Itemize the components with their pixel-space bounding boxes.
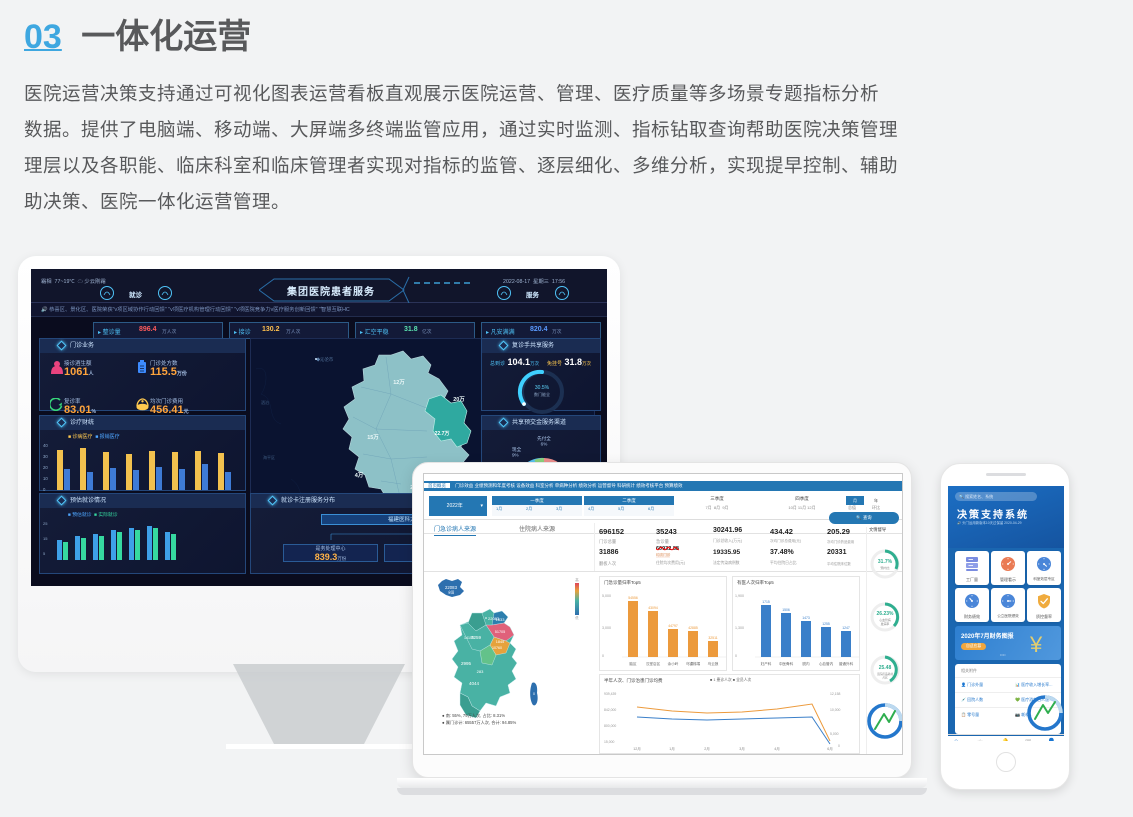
svg-text:15: 15 (43, 536, 48, 541)
svg-text:939,439: 939,439 (604, 692, 616, 696)
svg-text:汉堂店区: 汉堂店区 (646, 661, 661, 666)
svg-text:12月: 12月 (633, 746, 641, 751)
svg-text:4044: 4044 (469, 681, 480, 686)
svg-text:1845: 1845 (496, 640, 504, 644)
svg-text:42885: 42885 (688, 626, 698, 630)
svg-text:54556: 54556 (628, 596, 638, 600)
svg-text:1506: 1506 (782, 608, 790, 612)
svg-text:44797: 44797 (668, 624, 678, 628)
svg-text:◆沁沦市: ◆沁沦市 (316, 356, 334, 363)
svg-text:1833: 1833 (496, 617, 506, 622)
svg-text:10,000: 10,000 (830, 708, 840, 712)
svg-text:3,000: 3,000 (602, 626, 611, 630)
svg-text:乌镶梯埸: 乌镶梯埸 (686, 661, 701, 666)
svg-text:数门能全: 数门能全 (534, 391, 550, 397)
svg-text:6%: 6% (541, 442, 548, 447)
svg-text:22.7万: 22.7万 (435, 430, 450, 437)
svg-text:预内比: 预内比 (880, 565, 889, 570)
svg-text:乌云狼: 乌云狼 (708, 661, 719, 666)
svg-text:5,000: 5,000 (830, 732, 839, 736)
svg-text:就诊: 就诊 (129, 290, 143, 299)
svg-text:脑区: 脑区 (629, 661, 637, 666)
svg-text:283: 283 (477, 669, 484, 674)
svg-text:1247: 1247 (842, 626, 850, 630)
svg-text:2月: 2月 (704, 746, 710, 751)
svg-text:10: 10 (43, 476, 48, 481)
svg-text:海平区: 海平区 (263, 454, 275, 460)
svg-text:10760: 10760 (492, 646, 502, 650)
svg-text:0: 0 (533, 692, 535, 696)
svg-text:全国: 全国 (448, 590, 454, 595)
svg-text:26.23%: 26.23% (877, 611, 895, 617)
svg-text:中医骨科: 中医骨科 (779, 661, 794, 666)
svg-text:22083: 22083 (445, 585, 458, 590)
svg-text:12万: 12万 (393, 379, 405, 386)
svg-text:43094: 43094 (648, 606, 658, 610)
svg-text:0: 0 (838, 744, 840, 748)
svg-text:9%: 9% (512, 453, 519, 458)
svg-text:妇产科: 妇产科 (761, 661, 772, 666)
svg-text:32511: 32511 (708, 636, 717, 640)
svg-text:25.48: 25.48 (879, 665, 892, 671)
svg-text:0: 0 (602, 654, 604, 658)
svg-text:14155: 14155 (464, 636, 474, 640)
svg-text:发病率: 发病率 (881, 621, 890, 626)
svg-text:余小岭: 余小岭 (668, 661, 679, 666)
svg-text:30.5%: 30.5% (535, 385, 550, 391)
svg-text:¥: ¥ (1030, 632, 1043, 657)
svg-text:心血管内: 心血管内 (819, 661, 834, 666)
svg-text:4万: 4万 (355, 472, 364, 479)
svg-text:1715: 1715 (762, 600, 770, 604)
svg-text:5: 5 (43, 551, 46, 556)
svg-text:3月: 3月 (739, 746, 745, 751)
svg-text:15,000: 15,000 (604, 740, 614, 744)
svg-text:15万: 15万 (367, 434, 379, 441)
svg-text:20万: 20万 (453, 396, 465, 403)
svg-text:31.7%: 31.7% (878, 559, 893, 565)
svg-text:泗泊: 泗泊 (261, 399, 269, 405)
svg-text:842,000: 842,000 (604, 708, 616, 712)
svg-text:5,000: 5,000 (602, 594, 611, 598)
svg-text:0: 0 (735, 654, 737, 658)
svg-text:1473: 1473 (802, 616, 810, 620)
svg-text:0: 0 (43, 487, 46, 492)
svg-text:40: 40 (43, 443, 48, 448)
svg-text:2995: 2995 (461, 661, 472, 666)
svg-text:脱内: 脱内 (802, 661, 810, 666)
svg-text:集团医院患者服务: 集团医院患者服务 (286, 285, 375, 298)
svg-text:12,158: 12,158 (830, 692, 840, 696)
svg-text:51705: 51705 (495, 630, 506, 634)
svg-text:25: 25 (43, 521, 48, 526)
svg-text:普通外科: 普通外科 (839, 661, 854, 666)
svg-text:4月: 4月 (774, 746, 780, 751)
svg-text:该院药品耗材: 该院药品耗材 (877, 672, 893, 676)
svg-text:1,300: 1,300 (735, 626, 744, 630)
svg-text:6月: 6月 (827, 746, 833, 751)
svg-text:800,000: 800,000 (604, 724, 616, 728)
svg-text:低: 低 (575, 615, 579, 620)
svg-text:1255: 1255 (822, 622, 830, 626)
svg-text:1月: 1月 (669, 746, 675, 751)
svg-text:1,900: 1,900 (735, 594, 744, 598)
svg-text:30: 30 (43, 454, 48, 459)
svg-text:高: 高 (575, 577, 579, 582)
svg-text:占比: 占比 (882, 676, 888, 680)
svg-text:20: 20 (43, 465, 48, 470)
svg-text:服务: 服务 (526, 290, 540, 299)
